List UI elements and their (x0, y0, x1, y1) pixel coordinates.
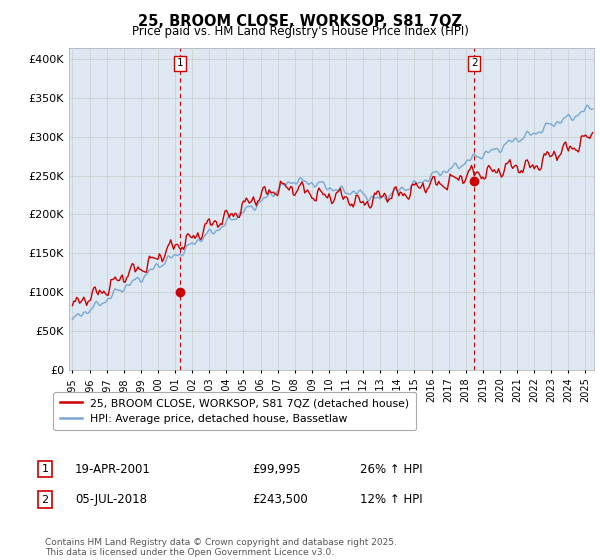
Text: 26% ↑ HPI: 26% ↑ HPI (360, 463, 422, 476)
Text: Price paid vs. HM Land Registry's House Price Index (HPI): Price paid vs. HM Land Registry's House … (131, 25, 469, 38)
Text: 19-APR-2001: 19-APR-2001 (75, 463, 151, 476)
Text: 05-JUL-2018: 05-JUL-2018 (75, 493, 147, 506)
Text: 1: 1 (41, 464, 49, 474)
Text: £99,995: £99,995 (252, 463, 301, 476)
Text: 2: 2 (471, 58, 478, 68)
Text: 1: 1 (176, 58, 183, 68)
Text: 25, BROOM CLOSE, WORKSOP, S81 7QZ: 25, BROOM CLOSE, WORKSOP, S81 7QZ (138, 14, 462, 29)
Text: 2: 2 (41, 494, 49, 505)
Text: Contains HM Land Registry data © Crown copyright and database right 2025.
This d: Contains HM Land Registry data © Crown c… (45, 538, 397, 557)
Legend: 25, BROOM CLOSE, WORKSOP, S81 7QZ (detached house), HPI: Average price, detached: 25, BROOM CLOSE, WORKSOP, S81 7QZ (detac… (53, 392, 416, 430)
Text: 12% ↑ HPI: 12% ↑ HPI (360, 493, 422, 506)
Text: £243,500: £243,500 (252, 493, 308, 506)
